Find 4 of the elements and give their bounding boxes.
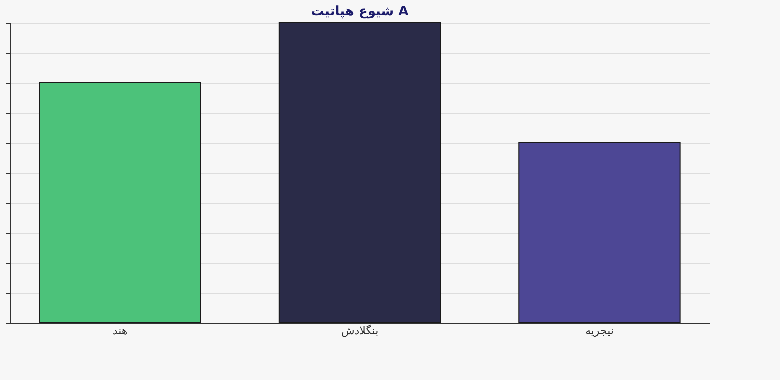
x-tick-label: هند <box>112 324 128 338</box>
x-tick-label: نیجریه <box>585 324 614 338</box>
chart-title: شیوع هپاتیت A <box>311 4 409 20</box>
x-tick-label: بنگلادش <box>341 324 379 338</box>
